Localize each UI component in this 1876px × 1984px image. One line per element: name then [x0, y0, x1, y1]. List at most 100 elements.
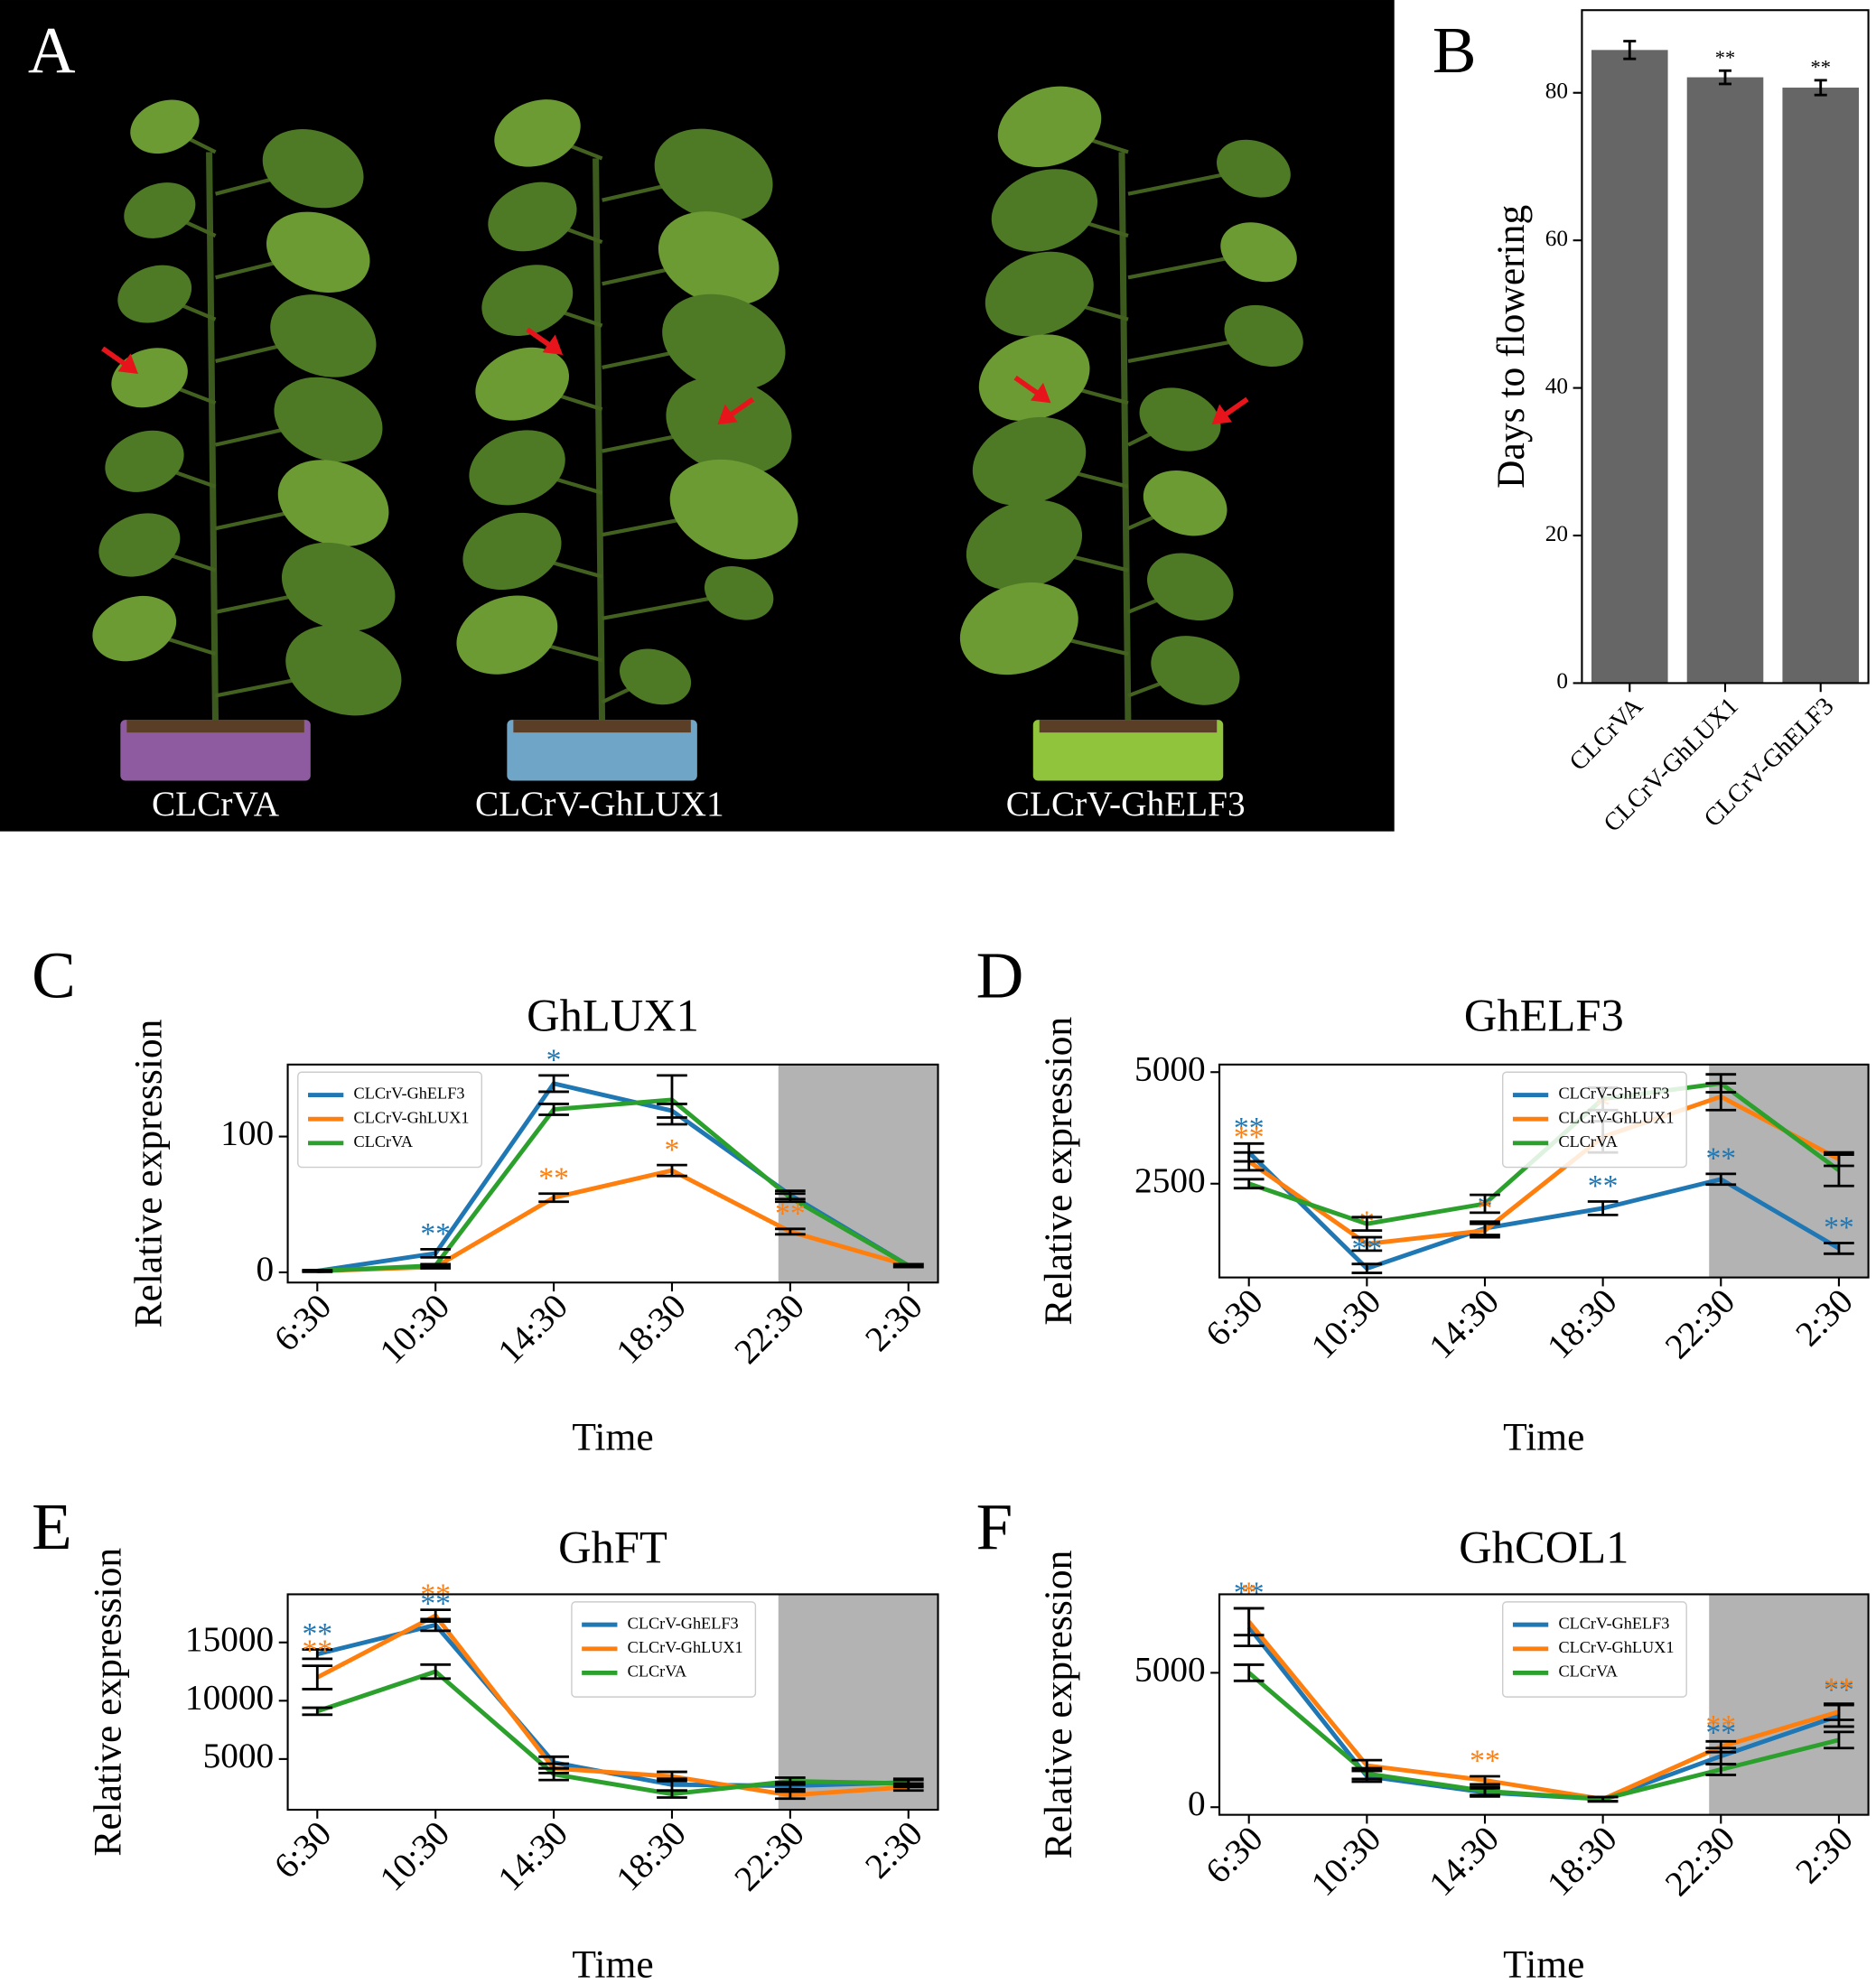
x-tick-label: 10:30: [1304, 1281, 1389, 1366]
legend-label: CLCrVA: [1558, 1663, 1618, 1681]
x-tick-label: 6:30: [266, 1287, 339, 1359]
leaf: [262, 129, 364, 209]
legend-label: CLCrV-GhELF3: [1558, 1614, 1669, 1632]
panel-label: E: [32, 1490, 72, 1563]
significance: **: [302, 1634, 332, 1667]
significance: **: [1234, 1112, 1265, 1145]
plant-photo: [92, 86, 1303, 781]
leaf: [997, 86, 1102, 168]
y-tick-label: 20: [1545, 521, 1568, 546]
leaf: [959, 582, 1078, 675]
leaf: [1139, 387, 1221, 452]
x-tick-label: 14:30: [1422, 1281, 1507, 1366]
significance: **: [1705, 1142, 1736, 1176]
significance: **: [1234, 1577, 1265, 1610]
y-tick-label: 5000: [203, 1737, 275, 1775]
leaf: [266, 211, 370, 293]
series-line: [1247, 1094, 1841, 1247]
x-tick-label: 18:30: [609, 1287, 694, 1372]
significance: **: [1705, 1709, 1736, 1743]
significance: **: [1588, 1169, 1619, 1203]
bar: [1686, 77, 1764, 684]
leaf: [274, 377, 383, 462]
arrow-head: [542, 334, 564, 355]
leaf: [98, 513, 181, 577]
stem: [1118, 152, 1132, 729]
y-tick-label: 0: [1556, 668, 1568, 694]
panel-label: D: [976, 938, 1024, 1011]
x-tick-label: 14:30: [490, 1287, 575, 1372]
soil: [513, 720, 691, 733]
leaf: [1224, 304, 1303, 367]
x-tick-label: 10:30: [372, 1287, 457, 1372]
leaf: [966, 499, 1083, 591]
axes-frame: [1218, 1593, 1870, 1816]
leaf: [1147, 553, 1234, 621]
x-tick-label: CLCrVA: [1564, 692, 1649, 777]
x-tick-label: 14:30: [1422, 1819, 1507, 1904]
y-tick-label: 5000: [1134, 1650, 1206, 1689]
legend-label: CLCrV-GhLUX1: [1558, 1638, 1674, 1656]
photo-label: CLCrVA: [152, 785, 280, 824]
y-axis-label: Relative expression: [126, 1019, 170, 1327]
y-tick-label: 60: [1545, 226, 1568, 251]
legend-label: CLCrVA: [1558, 1132, 1618, 1150]
x-tick-label: 2:30: [858, 1814, 930, 1886]
x-tick-label: 14:30: [490, 1814, 575, 1899]
significance: **: [1811, 55, 1831, 78]
x-axis-label: Time: [572, 1942, 653, 1984]
legend-box: [571, 1601, 757, 1698]
leaf: [978, 334, 1090, 422]
x-tick-label: 10:30: [372, 1814, 457, 1899]
leaf: [462, 512, 562, 591]
series-line: [1246, 1620, 1840, 1802]
significance: *: [1241, 1577, 1256, 1610]
leaf: [1151, 636, 1240, 705]
leaf: [285, 625, 402, 716]
x-tick-label: 18:30: [1540, 1819, 1625, 1904]
photo-label: CLCrV-GhLUX1: [475, 785, 724, 824]
legend-label: CLCrV-GhLUX1: [1558, 1108, 1674, 1126]
x-tick-label: 18:30: [609, 1814, 694, 1899]
photo-label: CLCrV-GhELF3: [1006, 785, 1246, 824]
significance: **: [1470, 1745, 1500, 1778]
leaf: [654, 128, 773, 221]
bar: [1782, 88, 1860, 684]
y-tick-label: 0: [1188, 1784, 1206, 1823]
y-axis-label: Relative expression: [1037, 1017, 1080, 1326]
stem: [593, 158, 606, 729]
x-tick-label: 18:30: [1540, 1281, 1625, 1366]
leaf: [666, 377, 792, 475]
y-tick-label: 5000: [1134, 1049, 1206, 1088]
y-tick-label: 2500: [1134, 1161, 1206, 1200]
leaf: [281, 542, 396, 631]
significance: **: [1824, 1211, 1854, 1244]
y-tick-label: 80: [1545, 79, 1568, 104]
x-axis-label: Time: [1503, 1942, 1584, 1984]
leaf: [277, 460, 389, 547]
leaf: [985, 251, 1094, 337]
arrow-head: [717, 404, 738, 425]
leaf: [991, 169, 1098, 252]
leaf: [481, 265, 574, 336]
series-line: [317, 1097, 910, 1273]
leaf: [130, 99, 200, 154]
panel-label: B: [1433, 14, 1477, 87]
significance: **: [302, 1617, 332, 1651]
soil: [1039, 720, 1218, 733]
leaf: [494, 99, 581, 167]
leaf: [92, 595, 177, 662]
x-tick-label: 2:30: [1788, 1281, 1861, 1354]
x-tick-label: 2:30: [1788, 1819, 1861, 1891]
legend-label: CLCrV-GhELF3: [628, 1614, 739, 1632]
x-tick-label: 22:30: [727, 1287, 812, 1372]
x-tick-label: 6:30: [266, 1814, 339, 1886]
y-axis-label: Relative expression: [86, 1548, 129, 1857]
legend-label: CLCrV-GhLUX1: [628, 1638, 743, 1656]
axes-frame: [286, 1593, 939, 1812]
legend-label: CLCrVA: [628, 1663, 687, 1681]
night-shading: [778, 1064, 938, 1283]
y-tick-label: 40: [1545, 373, 1568, 398]
legend-box: [297, 1071, 482, 1169]
